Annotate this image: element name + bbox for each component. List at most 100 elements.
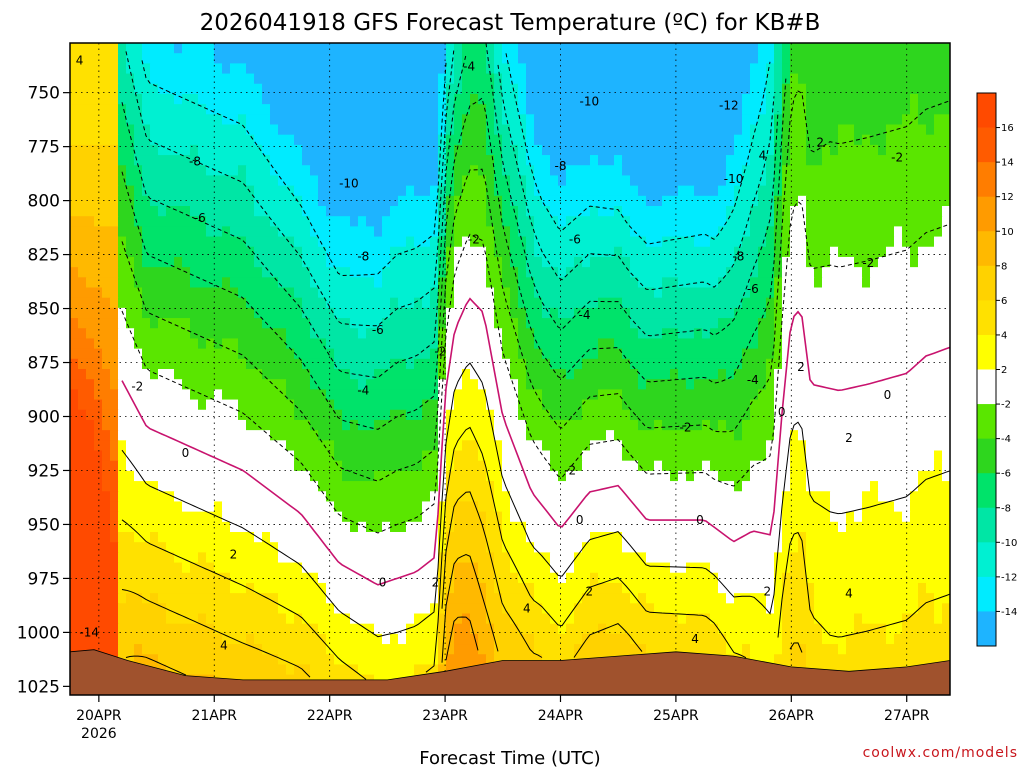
temperature-band-cell <box>158 481 319 492</box>
temperature-band-cell <box>718 226 751 238</box>
temperature-band-cell <box>454 256 487 268</box>
temperature-band-cell <box>494 481 503 492</box>
temperature-band-cell <box>358 328 367 340</box>
contour-label: 4 <box>76 53 84 67</box>
temperature-band-cell <box>790 460 807 472</box>
temperature-band-cell <box>190 389 215 401</box>
colorbar-band <box>977 438 996 474</box>
temperature-band-cell <box>630 593 639 604</box>
temperature-band-cell <box>446 491 495 503</box>
contour-label: 4 <box>759 148 767 162</box>
temperature-band-cell <box>758 53 775 64</box>
temperature-band-cell <box>374 470 439 482</box>
temperature-band-cell <box>526 256 543 268</box>
temperature-band-cell <box>558 216 567 227</box>
temperature-band-cell <box>838 644 847 655</box>
temperature-band-cell <box>630 216 727 227</box>
temperature-band-cell <box>142 256 175 268</box>
temperature-band-cell <box>438 338 447 350</box>
temperature-band-cell <box>918 481 950 492</box>
temperature-band-cell <box>782 532 799 543</box>
temperature-band-cell <box>934 124 950 136</box>
temperature-band-cell <box>942 216 950 227</box>
temperature-band-cell <box>574 613 679 625</box>
temperature-band-cell <box>134 73 151 85</box>
temperature-band-cell <box>526 195 543 207</box>
temperature-band-cell <box>318 236 407 248</box>
temperature-band-cell <box>254 134 295 146</box>
temperature-band-cell <box>494 63 511 75</box>
temperature-band-cell <box>510 511 783 523</box>
temperature-band-cell <box>254 256 303 268</box>
temperature-band-cell <box>158 654 279 666</box>
temperature-band-cell <box>486 144 503 156</box>
temperature-band-cell <box>126 114 143 126</box>
temperature-band-cell <box>910 491 950 503</box>
temperature-band-cell <box>454 277 487 289</box>
temperature-band-cell <box>486 521 503 533</box>
colorbar-band <box>977 196 996 232</box>
temperature-band-cell <box>582 460 639 472</box>
temperature-band-cell <box>438 623 447 635</box>
temperature-band-cell <box>142 297 247 309</box>
contour-label: -8 <box>357 250 369 264</box>
temperature-band-cell <box>70 104 119 115</box>
temperature-band-cell <box>486 532 503 543</box>
temperature-band-cell <box>622 440 767 452</box>
y-tick-label: 900 <box>28 407 60 427</box>
temperature-band-cell <box>574 369 639 380</box>
temperature-band-cell <box>678 369 719 380</box>
temperature-band-cell <box>782 603 815 615</box>
temperature-band-cell <box>782 623 823 635</box>
temperature-band-cell <box>510 552 551 564</box>
temperature-band-cell <box>734 307 767 319</box>
temperature-band-cell <box>310 165 439 177</box>
temperature-band-cell <box>150 369 159 380</box>
temperature-band-cell <box>182 256 255 268</box>
temperature-band-cell <box>486 185 495 197</box>
colorbar-band <box>977 300 996 336</box>
temperature-band-cell <box>782 246 791 258</box>
temperature-band-cell <box>478 379 519 390</box>
temperature-band-cell <box>622 582 719 594</box>
temperature-band-cell <box>126 593 143 604</box>
temperature-band-cell <box>318 481 439 492</box>
temperature-band-cell <box>622 297 743 309</box>
temperature-band-cell <box>742 358 767 370</box>
temperature-band-cell <box>486 511 503 523</box>
temperature-band-cell <box>454 144 487 156</box>
temperature-band-cell <box>454 236 463 248</box>
temperature-band-cell <box>126 307 143 319</box>
temperature-band-cell <box>742 175 767 187</box>
temperature-band-cell <box>126 246 143 258</box>
temperature-band-cell <box>358 419 375 431</box>
contour-line-4 <box>121 426 950 680</box>
temperature-band-cell <box>454 175 463 187</box>
temperature-band-cell <box>782 124 791 136</box>
temperature-band-cell <box>510 63 527 75</box>
temperature-band-cell <box>134 267 191 278</box>
temperature-band-cell <box>718 318 759 329</box>
temperature-band-cell <box>246 124 279 136</box>
temperature-band-cell <box>750 144 775 156</box>
temperature-band-cell <box>622 389 759 401</box>
temperature-band-cell <box>790 53 950 64</box>
temperature-band-cell <box>654 419 663 431</box>
temperature-band-cell <box>438 348 447 360</box>
temperature-band-cell <box>174 93 183 105</box>
temperature-band-cell <box>438 277 447 289</box>
temperature-band-cell <box>782 175 950 187</box>
temperature-band-cell <box>134 654 159 666</box>
temperature-band-cell <box>366 379 439 390</box>
plot-area: 4 -4 -10 -12 -8 -8 2 4 -2 -10 -10 -6 -6 -2 -8 -8 -2 -6 -4 -… <box>70 43 950 695</box>
temperature-band-cell <box>454 521 487 533</box>
temperature-band-cell <box>878 256 911 268</box>
temperature-band-cell <box>766 165 775 177</box>
temperature-band-cell <box>70 532 111 543</box>
temperature-band-cell <box>278 593 327 604</box>
temperature-band-cell <box>246 236 295 248</box>
temperature-band-cell <box>142 165 207 177</box>
temperature-band-cell <box>334 603 431 615</box>
temperature-band-cell <box>262 93 439 105</box>
temperature-band-cell <box>702 460 711 472</box>
